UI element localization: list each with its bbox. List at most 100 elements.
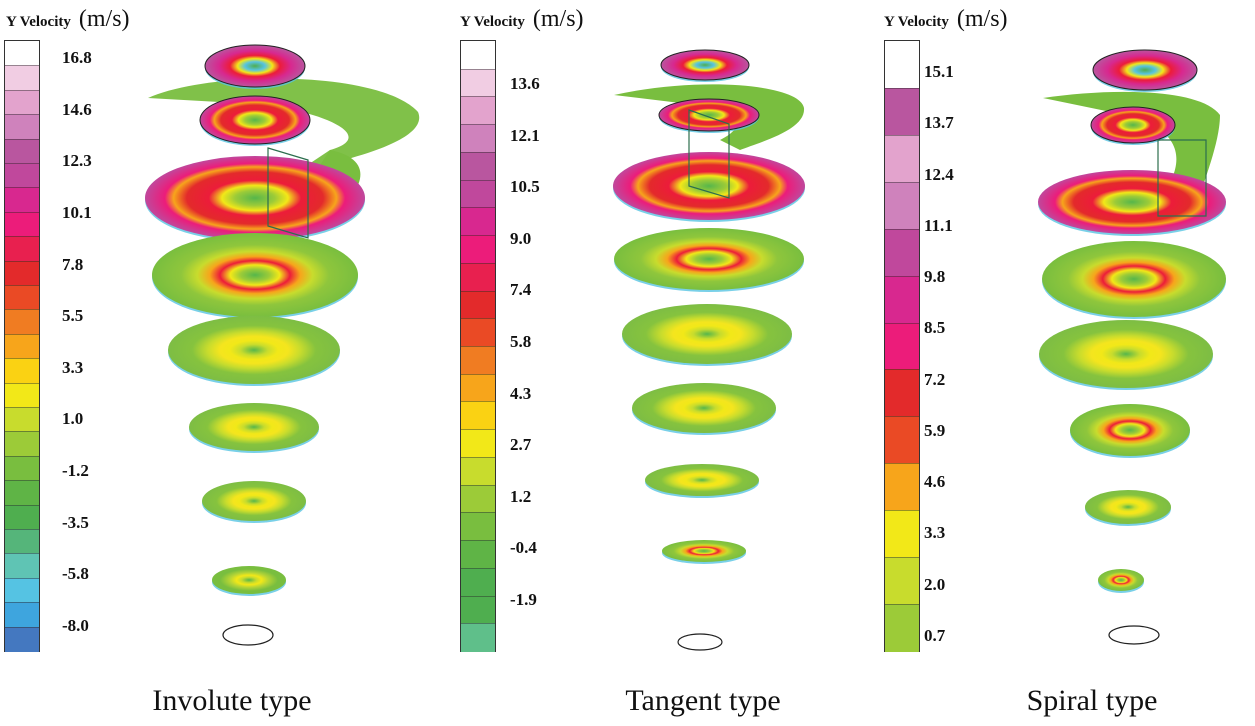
panel-spiral: Y Velocity (m/s) 15.1 13.7 12.4 11.1 9.8 8.5 7.…: [840, 0, 1255, 726]
colorbar-segment: [5, 309, 39, 335]
colorbar-tick-label: 13.7: [924, 113, 954, 133]
colorbar-segment: [461, 346, 495, 375]
colorbar-tangent: [460, 40, 496, 652]
colorbar-tick-label: 12.4: [924, 164, 954, 184]
colorbar-title: Y Velocity (m/s): [460, 6, 584, 33]
colorbar-divider: [5, 89, 39, 91]
colorbar-segment: [5, 407, 39, 432]
colorbar-divider: [461, 124, 495, 126]
colorbar-divider: [461, 373, 495, 375]
colorbar-tick-label: 4.3: [510, 383, 532, 403]
colorbar-segment: [461, 151, 495, 181]
colorbar-unit: (m/s): [78, 6, 130, 32]
colorbar-divider: [5, 382, 39, 384]
colorbar-segment: [5, 504, 39, 530]
velocity-slice: [189, 403, 319, 451]
colorbar-divider: [461, 68, 495, 70]
colorbar-tick-label: -3.5: [62, 512, 89, 532]
colorbar-spiral: [884, 40, 920, 652]
colorbar-segment: [5, 41, 39, 66]
slice-outline: [660, 49, 750, 81]
colorbar-divider: [5, 333, 39, 335]
colorbar-segment: [5, 260, 39, 286]
colorbar-divider: [5, 431, 39, 433]
colorbar-divider: [5, 138, 39, 140]
colorbar-segment: [5, 138, 39, 164]
colorbar-segment: [461, 401, 495, 430]
colorbar-divider: [461, 595, 495, 597]
colorbar-divider: [461, 235, 495, 237]
colorbar-segment: [461, 484, 495, 513]
slice-outline: [1092, 49, 1198, 91]
colorbar-segment: [5, 382, 39, 408]
colorbar-segment: [5, 358, 39, 384]
colorbar-divider: [5, 309, 39, 311]
velocity-slice: [659, 99, 759, 131]
colorbar-tick-label: -1.9: [510, 590, 537, 609]
velocity-slice: [1038, 170, 1226, 234]
colorbar-tick-label: 15.1: [924, 62, 954, 81]
velocity-slice: [662, 540, 746, 562]
velocity-slice: [1091, 107, 1175, 143]
colorbar-tick-label: 7.2: [924, 369, 946, 389]
colorbar-divider: [5, 236, 39, 238]
colorbar-segment: [885, 134, 919, 183]
colorbar-segment: [5, 65, 39, 91]
colorbar-tick-label: 5.5: [62, 306, 84, 326]
colorbar-label: Y Velocity: [884, 14, 949, 30]
colorbar-divider: [885, 134, 919, 136]
panel-title-tangent: Tangent type: [625, 684, 781, 717]
colorbar-segment: [885, 510, 919, 558]
colorbar-tick-label: 9.8: [924, 267, 946, 287]
outlet-outline: [222, 624, 274, 646]
colorbar-tick-label: 3.3: [62, 357, 84, 377]
colorbar-divider: [5, 187, 39, 189]
colorbar-tick-label: 14.6: [62, 99, 92, 119]
colorbar-divider: [461, 567, 495, 569]
colorbar-tick-label: -5.8: [62, 564, 89, 584]
slice-outline: [199, 95, 311, 145]
colorbar-tick-label: 1.0: [62, 409, 84, 429]
colorbar-divider: [885, 322, 919, 324]
colorbar-segment: [885, 604, 919, 652]
colorbar-segment: [461, 179, 495, 208]
velocity-slice: [152, 233, 358, 317]
velocity-slice: [1098, 569, 1144, 591]
inlet-duct: [267, 147, 309, 239]
colorbar-divider: [885, 181, 919, 183]
colorbar-divider: [885, 369, 919, 371]
velocity-slice: [1039, 320, 1213, 388]
velocity-slice: [205, 45, 305, 87]
velocity-slice: [632, 383, 776, 433]
colorbar-tick-label: 7.8: [62, 254, 84, 274]
colorbar-divider: [885, 604, 919, 606]
colorbar-divider: [5, 626, 39, 628]
colorbar-divider: [5, 407, 39, 408]
velocity-slice: [212, 566, 286, 594]
colorbar-divider: [461, 290, 495, 292]
colorbar-divider: [5, 211, 39, 213]
colorbar-tick-label: -8.0: [62, 616, 89, 635]
colorbar-segment: [885, 181, 919, 230]
velocity-slice: [1070, 404, 1190, 456]
colorbar-segment: [885, 275, 919, 324]
slice-outline: [658, 98, 760, 132]
colorbar-segment: [5, 163, 39, 188]
colorbar-divider: [5, 602, 39, 604]
colorbar-segment: [5, 626, 39, 652]
colorbar-segment: [461, 540, 495, 569]
slice-outline: [204, 44, 306, 88]
colorbar-divider: [461, 207, 495, 209]
panel-title-involute: Involute type: [152, 684, 312, 717]
colorbar-segment: [461, 235, 495, 264]
colorbar-segment: [885, 416, 919, 464]
velocity-slice: [168, 316, 340, 384]
colorbar-label: Y Velocity: [460, 14, 525, 30]
velocity-slice: [613, 152, 805, 220]
colorbar-tick-label: 0.7: [924, 626, 946, 645]
colorbar-segment: [461, 207, 495, 236]
colorbar-divider: [885, 510, 919, 512]
velocity-slice: [645, 464, 759, 496]
colorbar-divider: [461, 456, 495, 458]
colorbar-segment: [461, 512, 495, 541]
